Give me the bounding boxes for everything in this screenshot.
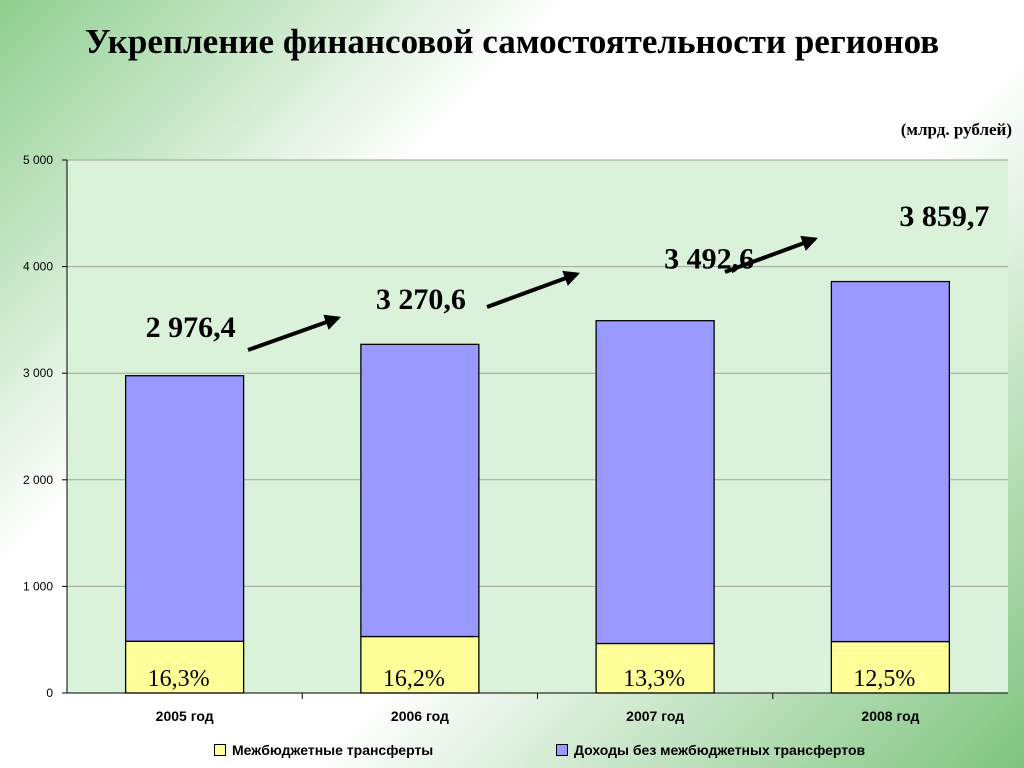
- bar-segment-own-revenue: [124, 375, 245, 642]
- y-tick-label: 2 000: [23, 473, 53, 487]
- legend-swatch-transfers: [214, 744, 226, 756]
- total-label: 2 976,4: [146, 311, 236, 344]
- y-tick-label: 4 000: [23, 260, 53, 274]
- share-label: 16,2%: [383, 666, 445, 692]
- bar-segment-own-revenue: [830, 280, 951, 643]
- bar-segment-transfers: [360, 635, 480, 694]
- y-tick-label: 1 000: [23, 579, 53, 593]
- x-tick-label: 2006 год: [391, 708, 449, 724]
- total-label: 3 859,7: [899, 200, 989, 233]
- bar-segment-own-revenue: [360, 343, 480, 638]
- bar-segment-transfers: [830, 640, 951, 694]
- y-tick-label: 5 000: [23, 153, 53, 167]
- growth-arrow: [724, 235, 819, 274]
- chart-title: Укрепление финансовой самостоятельности …: [84, 22, 940, 61]
- legend-label-own-revenue: Доходы без межбюджетных трансфертов: [574, 742, 866, 758]
- y-tick-label: 3 000: [23, 366, 53, 380]
- legend-item-transfers: Межбюджетные трансферты: [214, 742, 433, 758]
- bar-segment-own-revenue: [595, 320, 715, 645]
- total-label: 3 492,6: [664, 243, 754, 276]
- unit-label: (млрд. рублей): [900, 120, 1012, 139]
- legend-item-own-revenue: Доходы без межбюджетных трансфертов: [556, 742, 865, 758]
- x-tick-label: 2008 год: [861, 708, 919, 724]
- total-label: 3 270,6: [376, 283, 466, 316]
- bar-segment-transfers: [124, 640, 245, 694]
- y-tick-label: 0: [46, 686, 53, 700]
- share-label: 12,5%: [853, 666, 915, 692]
- growth-arrow: [247, 314, 342, 352]
- x-tick-label: 2007 год: [626, 708, 684, 724]
- legend-label-transfers: Межбюджетные трансферты: [232, 742, 434, 758]
- growth-arrow: [486, 270, 581, 309]
- share-label: 13,3%: [623, 666, 685, 692]
- legend-swatch-own-revenue: [556, 744, 568, 756]
- share-label: 16,3%: [148, 666, 210, 692]
- x-tick-label: 2005 год: [156, 708, 214, 724]
- bar-segment-transfers: [595, 642, 715, 694]
